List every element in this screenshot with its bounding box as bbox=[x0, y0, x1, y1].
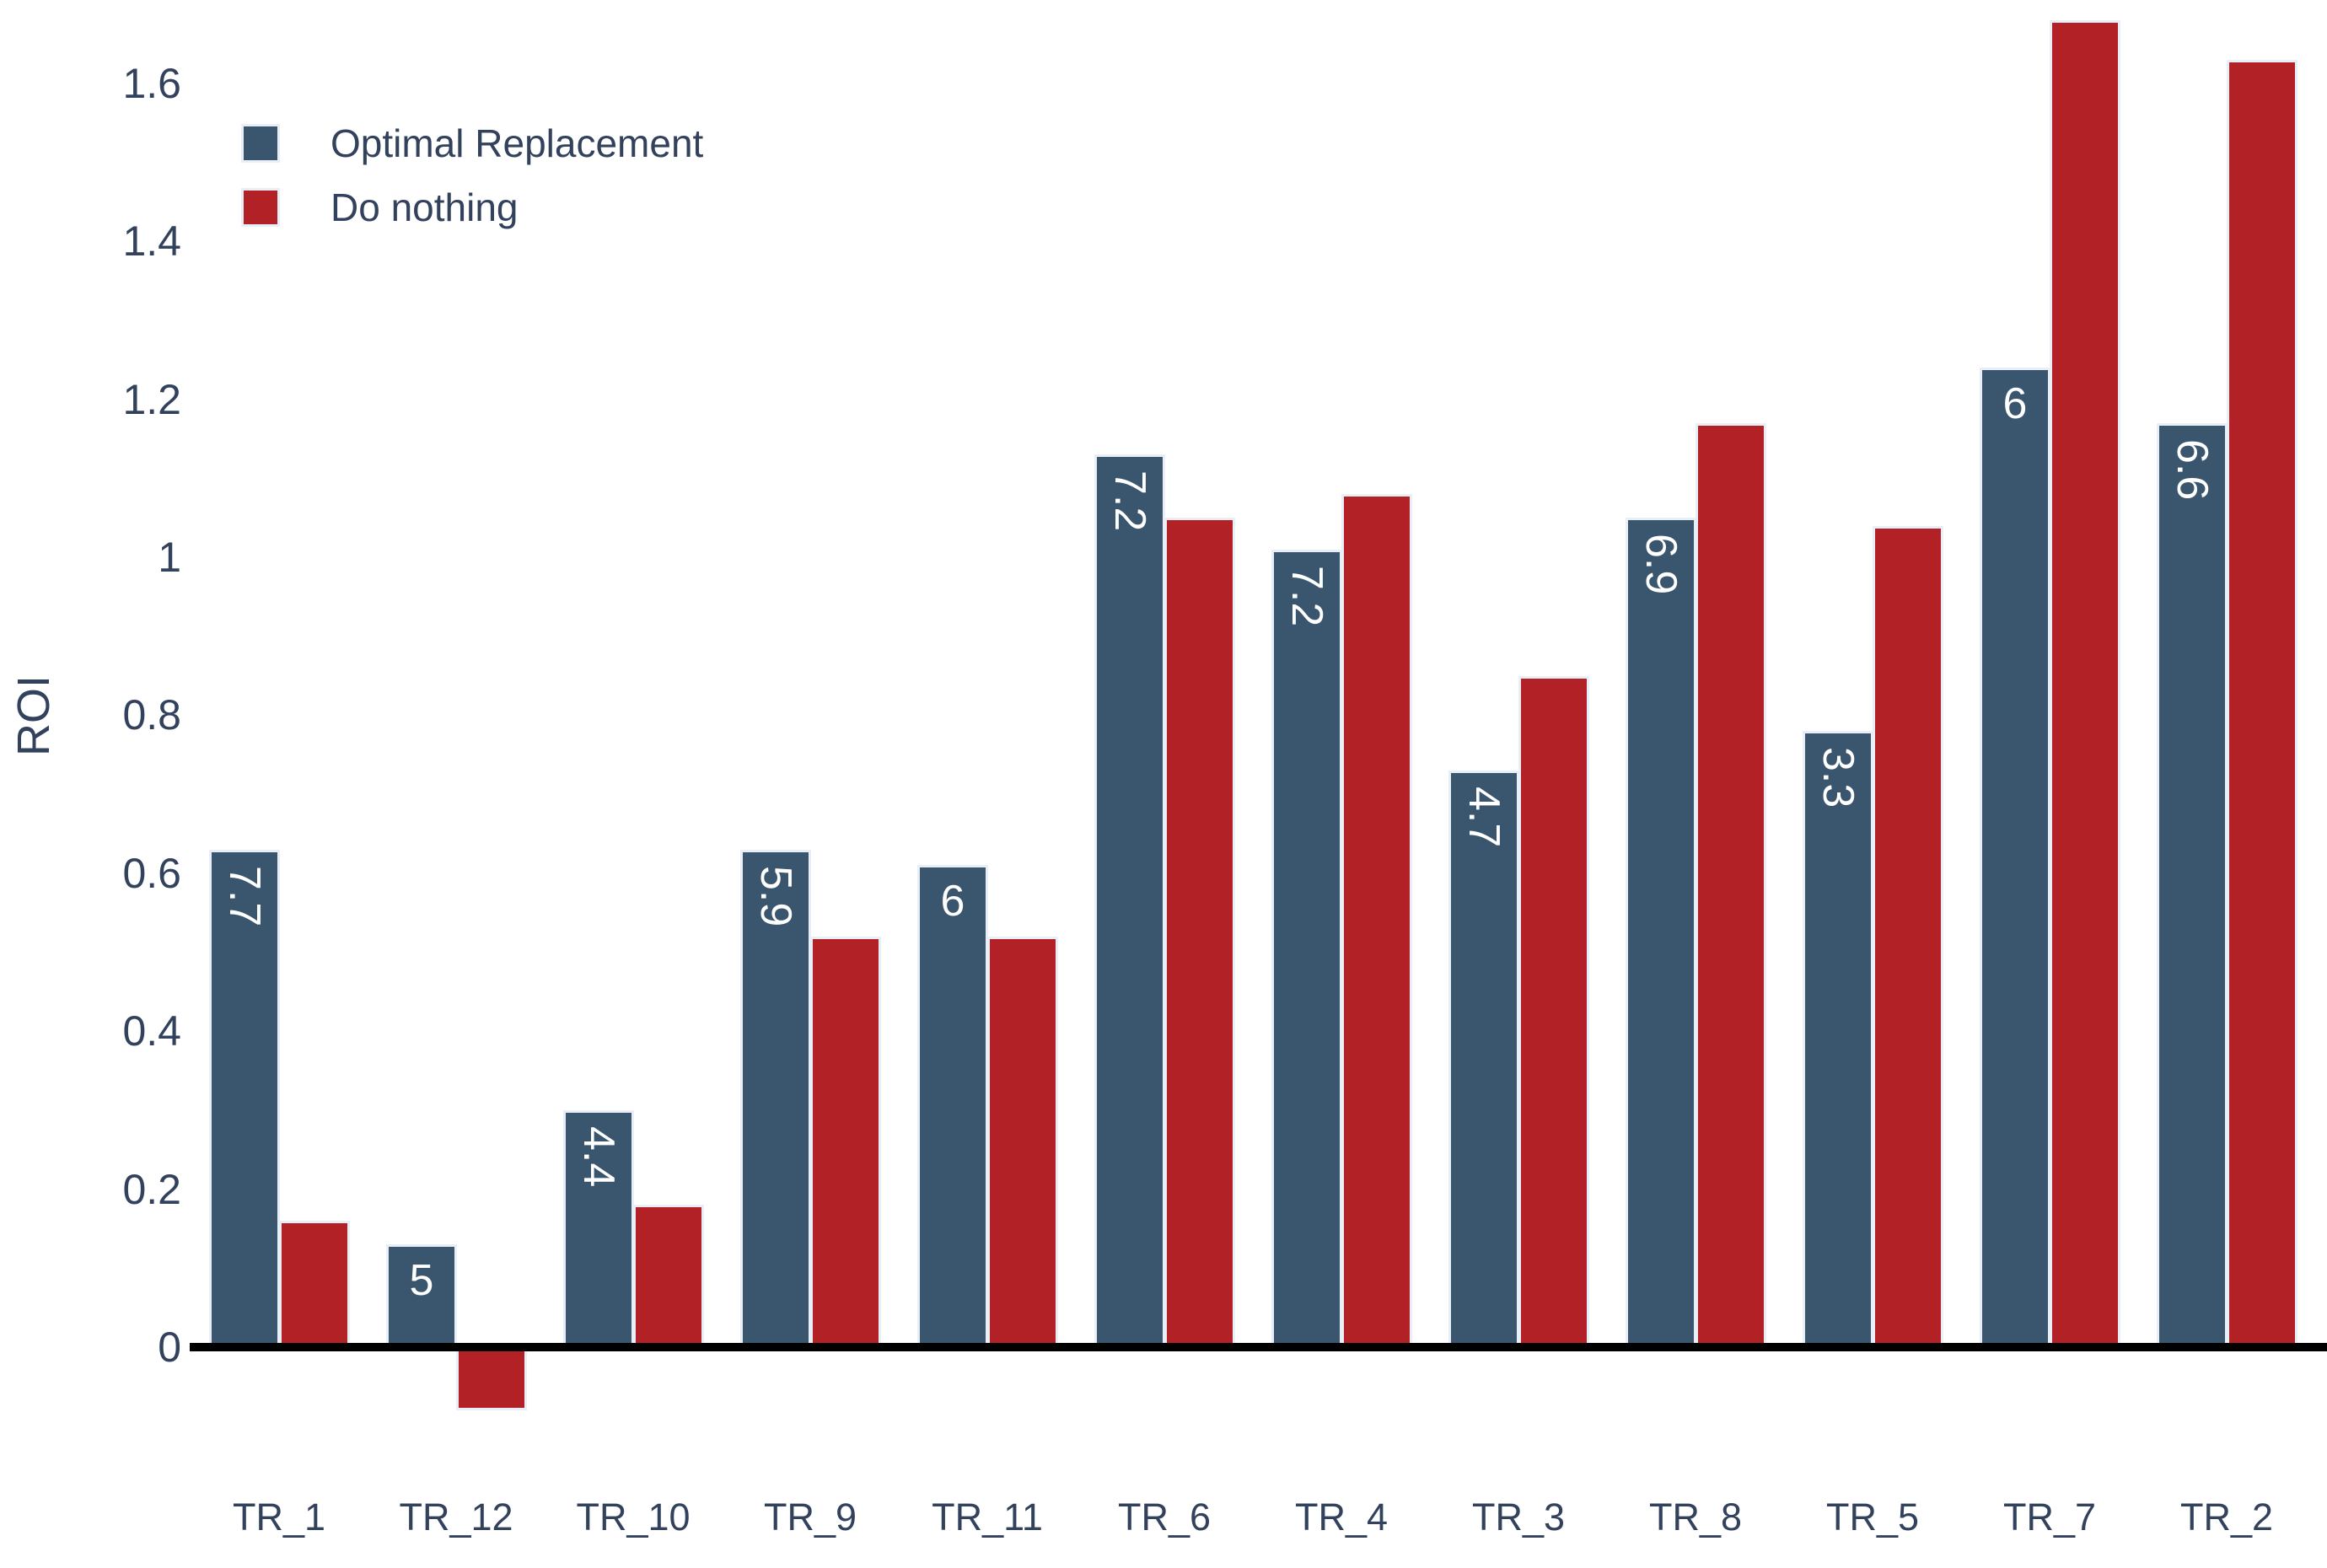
bar-optimal-TR_11: 6 bbox=[917, 865, 988, 1347]
bar-value-label: 6 bbox=[2002, 379, 2028, 429]
bar-value-label: 4.4 bbox=[574, 1125, 623, 1188]
x-tick-label-TR_4: TR_4 bbox=[1294, 1496, 1389, 1538]
bar-do-nothing-TR_3 bbox=[1518, 675, 1589, 1347]
bar-optimal-TR_1: 7.7 bbox=[209, 849, 280, 1347]
legend-label-do-nothing: Do nothing bbox=[331, 185, 519, 229]
bar-do-nothing-TR_7 bbox=[2050, 19, 2120, 1347]
bar-do-nothing-TR_1 bbox=[279, 1221, 350, 1347]
y-tick-label: 0 bbox=[158, 1324, 181, 1371]
bar-optimal-TR_2: 6.6 bbox=[2157, 422, 2228, 1347]
y-tick-label: 0.2 bbox=[122, 1165, 181, 1213]
y-tick-label: 1 bbox=[158, 534, 181, 581]
x-tick-label-TR_12: TR_12 bbox=[399, 1496, 513, 1538]
legend-item-do-nothing: Do nothing bbox=[241, 185, 703, 229]
bar-do-nothing-TR_6 bbox=[1164, 518, 1235, 1347]
bar-optimal-TR_6: 7.2 bbox=[1094, 454, 1165, 1347]
bar-do-nothing-TR_9 bbox=[810, 936, 881, 1347]
bar-value-label: 6 bbox=[940, 877, 965, 926]
x-tick-label-TR_1: TR_1 bbox=[232, 1496, 326, 1538]
bar-optimal-TR_9: 5.9 bbox=[740, 849, 811, 1347]
legend: Optimal Replacement Do nothing bbox=[241, 121, 703, 250]
bar-optimal-TR_5: 3.3 bbox=[1803, 731, 1873, 1347]
x-tick-label-TR_11: TR_11 bbox=[932, 1496, 1043, 1538]
bar-optimal-TR_12: 5 bbox=[386, 1244, 457, 1347]
x-tick-label-TR_6: TR_6 bbox=[1117, 1496, 1212, 1538]
x-tick-label-TR_10: TR_10 bbox=[576, 1496, 691, 1538]
y-tick-label: 1.6 bbox=[122, 59, 181, 107]
bar-do-nothing-TR_2 bbox=[2227, 59, 2297, 1347]
bar-do-nothing-TR_5 bbox=[1873, 525, 1943, 1347]
bar-optimal-TR_7: 6 bbox=[1980, 368, 2050, 1347]
x-tick-label-TR_2: TR_2 bbox=[2179, 1496, 2274, 1538]
y-tick-label: 0.6 bbox=[122, 849, 181, 897]
x-tick-label-TR_7: TR_7 bbox=[2002, 1496, 2097, 1538]
x-tick-label-TR_3: TR_3 bbox=[1471, 1496, 1566, 1538]
y-tick-label: 1.4 bbox=[122, 217, 181, 266]
legend-label-optimal-replacement: Optimal Replacement bbox=[331, 121, 704, 165]
x-tick-label-TR_8: TR_8 bbox=[1648, 1496, 1743, 1538]
x-tick-label-TR_9: TR_9 bbox=[763, 1496, 857, 1538]
y-tick-label: 1.2 bbox=[122, 375, 181, 423]
y-tick-label: 0.8 bbox=[122, 691, 181, 739]
bar-value-label: 6.9 bbox=[1636, 534, 1685, 595]
bar-value-label: 5 bbox=[409, 1256, 434, 1306]
bar-do-nothing-TR_8 bbox=[1696, 422, 1766, 1347]
bar-value-label: 3.3 bbox=[1814, 747, 1862, 808]
bar-optimal-TR_3: 4.7 bbox=[1448, 770, 1519, 1347]
bar-value-label: 4.7 bbox=[1459, 786, 1508, 848]
bar-do-nothing-TR_11 bbox=[987, 936, 1058, 1347]
legend-swatch-do-nothing bbox=[241, 188, 280, 227]
bar-optimal-TR_8: 6.9 bbox=[1626, 518, 1696, 1347]
bar-do-nothing-TR_12 bbox=[456, 1347, 527, 1410]
bar-value-label: 6.6 bbox=[2168, 438, 2217, 500]
y-tick-label: 0.4 bbox=[122, 1007, 181, 1055]
bar-value-label: 7.2 bbox=[1105, 470, 1154, 532]
bar-optimal-TR_10: 4.4 bbox=[563, 1109, 634, 1347]
bar-do-nothing-TR_10 bbox=[633, 1205, 704, 1347]
x-tick-label-TR_5: TR_5 bbox=[1825, 1496, 1920, 1538]
bar-do-nothing-TR_4 bbox=[1341, 494, 1412, 1347]
legend-swatch-optimal-replacement bbox=[241, 124, 280, 163]
legend-item-optimal-replacement: Optimal Replacement bbox=[241, 121, 703, 165]
bar-value-label: 7.2 bbox=[1282, 565, 1331, 626]
bar-value-label: 7.7 bbox=[220, 865, 269, 926]
bar-optimal-TR_4: 7.2 bbox=[1271, 549, 1342, 1347]
zero-axis-line bbox=[190, 1343, 2327, 1351]
bar-value-label: 5.9 bbox=[751, 865, 800, 926]
